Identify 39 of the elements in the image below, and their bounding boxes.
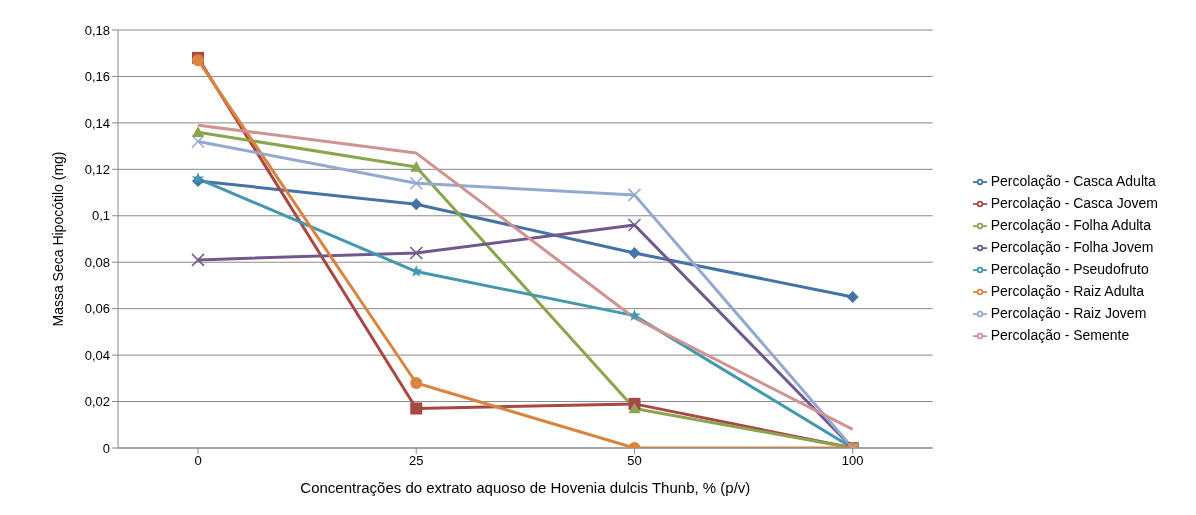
point — [628, 309, 641, 321]
point — [410, 198, 423, 211]
legend-label: Percolação - Raiz Jovem — [990, 305, 1147, 321]
x-tick-label: 0 — [194, 453, 202, 469]
y-tick-label: 0,14 — [84, 115, 110, 131]
point — [192, 126, 204, 137]
x-tick-label: 25 — [409, 453, 424, 469]
point — [409, 176, 423, 191]
y-tick-label: 0,02 — [84, 394, 110, 410]
point — [627, 188, 642, 202]
point — [191, 253, 205, 267]
legend-label: Percolação - Semente — [990, 327, 1130, 343]
point — [627, 218, 642, 232]
legend-label: Percolação - Pseudofruto — [990, 261, 1149, 277]
y-tick-label: 0,06 — [84, 301, 110, 317]
y-tick-label: 0 — [102, 440, 110, 456]
point — [628, 246, 641, 259]
y-tick-label: 0,18 — [84, 22, 110, 38]
point — [846, 291, 859, 304]
x-tick-label: 50 — [627, 453, 642, 469]
x-axis-title: Concentrações do extrato aquoso de Hovenia dulcis Thunb, % (p/v) — [300, 479, 751, 496]
y-tick-label: 0,08 — [84, 254, 110, 270]
legend-label: Percolação - Casca Adulta — [990, 173, 1156, 189]
point — [409, 246, 423, 260]
y-tick-label: 0,1 — [91, 208, 110, 224]
legend-label: Percolação - Casca Jovem — [990, 195, 1158, 211]
y-tick-label: 0,16 — [84, 69, 110, 85]
point — [410, 161, 423, 172]
y-axis-title: Massa Seca Hipocótilo (mg) — [49, 151, 66, 327]
legend-label: Percolação - Raiz Adulta — [990, 283, 1145, 299]
point — [628, 402, 641, 414]
y-tick-label: 0,04 — [84, 347, 110, 363]
point — [410, 376, 423, 389]
legend-label: Percolação - Folha Jovem — [990, 239, 1154, 255]
x-tick-label: 100 — [841, 453, 864, 469]
point — [191, 134, 205, 149]
y-tick-label: 0,12 — [84, 161, 110, 177]
legend-label: Percolação - Folha Adulta — [990, 217, 1152, 233]
point — [410, 402, 423, 415]
